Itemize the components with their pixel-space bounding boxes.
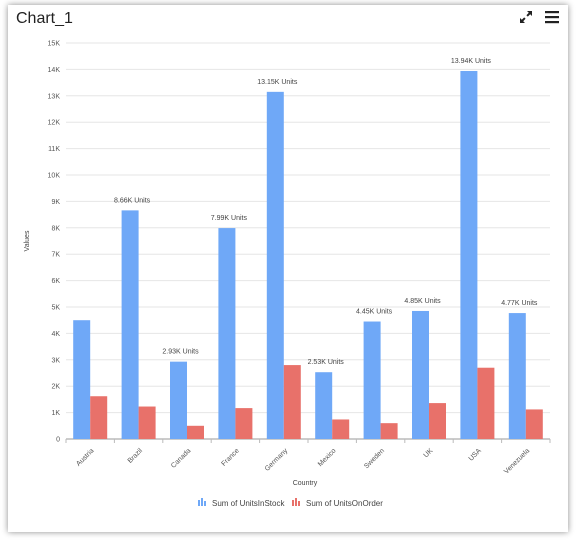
y-tick-label: 15K <box>48 41 61 48</box>
legend-label-onorder: Sum of UnitsOnOrder <box>306 499 383 508</box>
hamburger-menu-icon[interactable] <box>544 9 560 25</box>
data-label: 8.66K Units <box>114 197 151 204</box>
bar-units-in-stock[interactable] <box>266 91 284 439</box>
bar-units-on-order[interactable] <box>380 423 398 439</box>
x-tick-label: Germany <box>264 447 290 473</box>
data-label: 4.45K Units <box>356 309 393 316</box>
bar-units-in-stock[interactable] <box>460 70 478 439</box>
y-tick-label: 3K <box>51 357 60 364</box>
y-tick-label: 9K <box>51 199 60 206</box>
y-tick-label: 1K <box>51 410 60 417</box>
bar-units-on-order[interactable] <box>429 403 446 439</box>
chart-card: Chart_1 0 1K 2K 3K 4K 5K 6K 7K 8K 9K 10K 11K 12K 13K 1… <box>8 5 568 532</box>
bar-units-in-stock[interactable] <box>412 310 429 439</box>
y-tick-label: 11K <box>48 146 60 153</box>
data-label: 2.93K Units <box>162 349 199 356</box>
data-label: 4.85K Units <box>404 298 441 305</box>
bar-units-in-stock[interactable] <box>73 320 91 439</box>
y-tick-label: 12K <box>48 120 61 127</box>
bar-units-on-order[interactable] <box>90 396 108 439</box>
y-tick-label: 13K <box>48 93 61 100</box>
y-tick-label: 14K <box>48 67 61 74</box>
x-tick-label: Venezuela <box>503 447 531 475</box>
y-tick-label: 8K <box>51 225 60 232</box>
x-axis-label: Country <box>293 480 318 487</box>
x-tick-label: Brazil <box>127 447 145 465</box>
y-tick-label: 5K <box>51 305 60 312</box>
legend-item-instock[interactable]: Sum of UnitsInStock <box>198 498 285 508</box>
bar-units-on-order[interactable] <box>477 367 495 439</box>
x-tick-label: France <box>220 447 240 467</box>
bar-units-on-order[interactable] <box>187 425 204 439</box>
y-tick-label: 4K <box>51 331 60 338</box>
bar-units-on-order[interactable] <box>235 408 253 439</box>
bar-units-in-stock[interactable] <box>315 372 333 439</box>
bar-units-on-order[interactable] <box>332 419 350 439</box>
data-label: 13.94K Units <box>451 58 492 65</box>
bar-units-in-stock[interactable] <box>121 210 139 439</box>
legend-label-instock: Sum of UnitsInStock <box>212 499 285 508</box>
bars <box>73 70 543 439</box>
y-tick-label: 6K <box>51 278 60 285</box>
y-tick-label: 10K <box>48 173 61 180</box>
y-axis-ticks: 0 1K 2K 3K 4K 5K 6K 7K 8K 9K 10K 11K 12K 13K 14K 15K <box>48 41 61 444</box>
y-tick-label: 0 <box>56 437 60 444</box>
bar-units-in-stock[interactable] <box>508 313 526 439</box>
header-icons <box>518 9 560 25</box>
x-axis-ticks: Austria Brazil Canada France Germany Mexico Sw… <box>65 439 551 476</box>
bar-chart: 0 1K 2K 3K 4K 5K 6K 7K 8K 9K 10K 11K 12K 13K 14K 15K 8.… <box>24 41 551 508</box>
data-label: 4.77K Units <box>501 300 538 307</box>
y-tick-label: 2K <box>51 384 60 391</box>
x-tick-label: Mexico <box>317 447 338 468</box>
y-tick-label: 7K <box>51 252 60 259</box>
y-axis-label: Values <box>24 230 31 251</box>
data-label: 13.15K Units <box>257 79 298 86</box>
bar-units-on-order[interactable] <box>283 365 301 439</box>
x-tick-label: Sweden <box>363 447 386 470</box>
x-tick-label: USA <box>468 447 483 462</box>
x-tick-label: Austria <box>75 447 95 467</box>
data-label: 2.53K Units <box>308 359 345 366</box>
bar-units-on-order[interactable] <box>138 406 156 439</box>
data-label: 7.99K Units <box>211 215 248 222</box>
bar-units-in-stock[interactable] <box>218 228 236 439</box>
bar-units-in-stock[interactable] <box>363 321 381 439</box>
x-tick-label: Canada <box>170 447 192 469</box>
chart-title: Chart_1 <box>16 10 73 27</box>
legend-item-onorder[interactable]: Sum of UnitsOnOrder <box>292 498 383 508</box>
bar-units-on-order[interactable] <box>525 409 543 439</box>
data-labels: 8.66K Units 2.93K Units 7.99K Units 13.15K … <box>114 58 538 366</box>
x-tick-label: UK <box>423 447 435 459</box>
legend: Sum of UnitsInStock Sum of UnitsOnOrder <box>198 498 383 508</box>
expand-icon[interactable] <box>518 9 534 25</box>
bar-units-in-stock[interactable] <box>170 361 187 439</box>
